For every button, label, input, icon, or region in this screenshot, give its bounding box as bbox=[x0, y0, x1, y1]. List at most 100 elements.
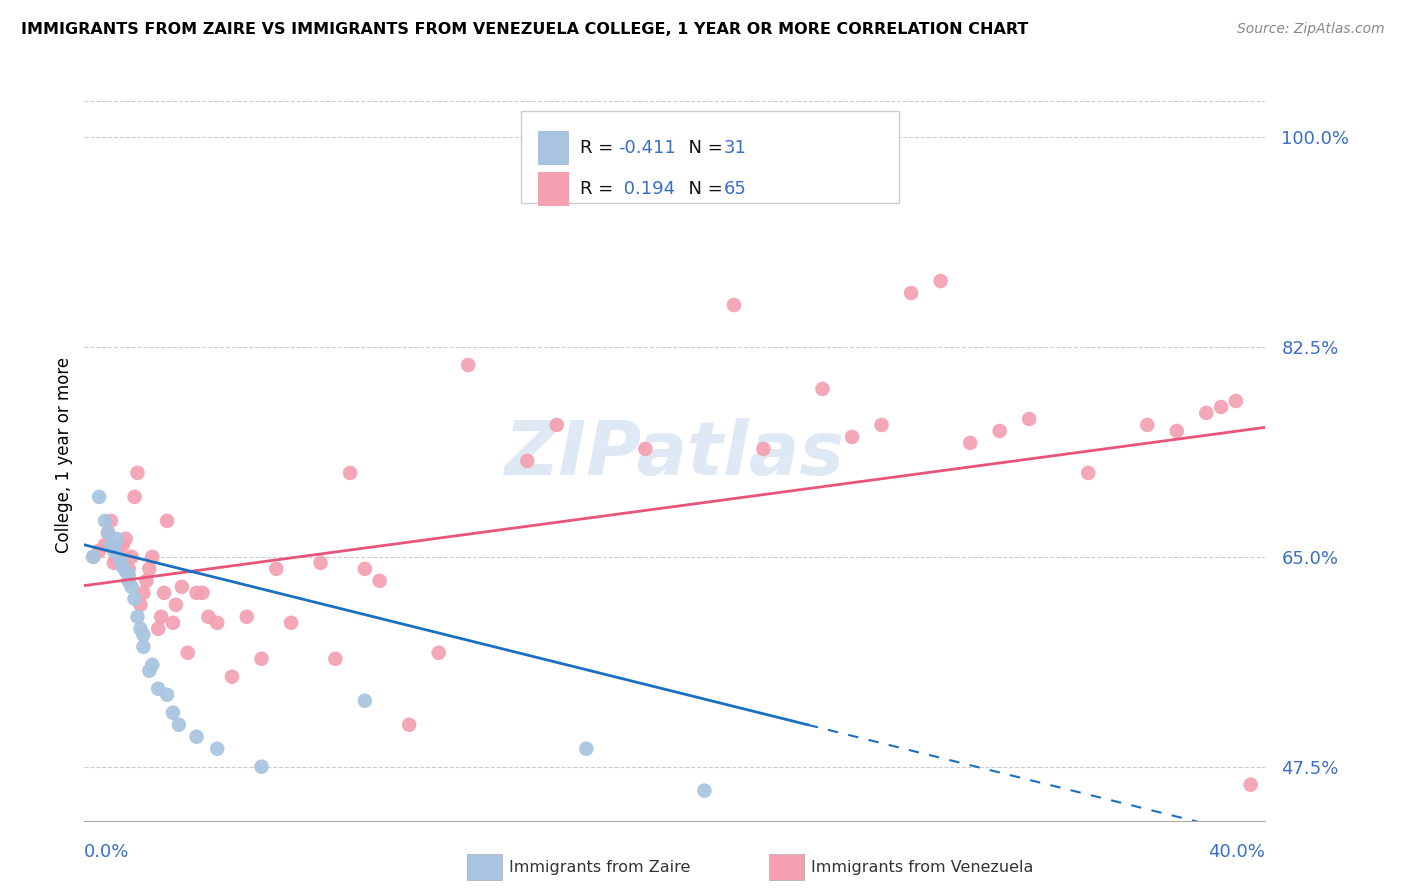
Point bbox=[141, 657, 163, 672]
Point bbox=[129, 598, 152, 612]
Point bbox=[1209, 400, 1232, 414]
Point bbox=[108, 544, 131, 558]
Text: R =: R = bbox=[581, 180, 620, 198]
Point bbox=[870, 417, 893, 432]
Point bbox=[100, 514, 122, 528]
Point bbox=[121, 549, 143, 564]
Point bbox=[250, 652, 273, 666]
Text: 0.194: 0.194 bbox=[619, 180, 675, 198]
Point bbox=[124, 591, 146, 606]
Point bbox=[138, 562, 160, 576]
Point bbox=[354, 562, 377, 576]
Text: 31: 31 bbox=[724, 139, 747, 157]
Text: IMMIGRANTS FROM ZAIRE VS IMMIGRANTS FROM VENEZUELA COLLEGE, 1 YEAR OR MORE CORRE: IMMIGRANTS FROM ZAIRE VS IMMIGRANTS FROM… bbox=[21, 22, 1028, 37]
Point bbox=[141, 549, 163, 564]
Point bbox=[103, 556, 125, 570]
Point bbox=[111, 559, 134, 574]
Point bbox=[368, 574, 391, 588]
Point bbox=[723, 298, 745, 312]
Point bbox=[94, 514, 117, 528]
Point bbox=[457, 358, 479, 372]
Point bbox=[1225, 394, 1247, 409]
Point bbox=[1136, 417, 1159, 432]
Text: Immigrants from Zaire: Immigrants from Zaire bbox=[509, 860, 690, 874]
Text: 0.0%: 0.0% bbox=[84, 843, 129, 861]
Point bbox=[105, 549, 128, 564]
Point bbox=[323, 652, 347, 666]
Point bbox=[162, 706, 184, 720]
Point bbox=[118, 567, 141, 582]
Point bbox=[354, 694, 377, 708]
Point bbox=[752, 442, 775, 456]
Point bbox=[97, 525, 120, 540]
Point bbox=[94, 538, 117, 552]
Point bbox=[191, 586, 214, 600]
Point bbox=[118, 574, 141, 588]
Point bbox=[138, 664, 160, 678]
Point bbox=[148, 681, 170, 696]
Text: R =: R = bbox=[581, 139, 620, 157]
Point bbox=[339, 466, 361, 480]
Point bbox=[693, 783, 716, 797]
Point bbox=[156, 514, 179, 528]
Text: N =: N = bbox=[678, 180, 728, 198]
Point bbox=[280, 615, 302, 630]
Text: N =: N = bbox=[678, 139, 728, 157]
Point bbox=[235, 609, 259, 624]
Point bbox=[264, 562, 288, 576]
Point bbox=[105, 532, 128, 546]
Text: 40.0%: 40.0% bbox=[1209, 843, 1265, 861]
Point bbox=[546, 417, 568, 432]
Point bbox=[1077, 466, 1099, 480]
Point bbox=[165, 598, 187, 612]
Point bbox=[82, 549, 104, 564]
Point bbox=[162, 615, 184, 630]
Point bbox=[103, 544, 125, 558]
Point bbox=[118, 562, 141, 576]
Point bbox=[108, 552, 131, 566]
Point bbox=[114, 564, 136, 578]
Point bbox=[135, 574, 157, 588]
Point bbox=[132, 640, 155, 654]
Point bbox=[398, 717, 420, 731]
Point bbox=[132, 628, 155, 642]
Point bbox=[186, 730, 208, 744]
Point bbox=[841, 430, 863, 444]
Point bbox=[167, 717, 190, 731]
Y-axis label: College, 1 year or more: College, 1 year or more bbox=[55, 357, 73, 553]
Point bbox=[153, 586, 176, 600]
Point bbox=[121, 580, 143, 594]
Text: 65: 65 bbox=[724, 180, 747, 198]
Point bbox=[929, 274, 952, 288]
Point bbox=[1166, 424, 1188, 438]
Point bbox=[111, 538, 134, 552]
Point bbox=[82, 549, 104, 564]
Point bbox=[988, 424, 1011, 438]
Point bbox=[309, 556, 332, 570]
Point bbox=[900, 286, 922, 301]
Point bbox=[1195, 406, 1218, 420]
Point bbox=[959, 436, 981, 450]
Point bbox=[114, 532, 136, 546]
Text: Immigrants from Venezuela: Immigrants from Venezuela bbox=[811, 860, 1033, 874]
Point bbox=[221, 670, 243, 684]
Point bbox=[87, 490, 111, 504]
Point bbox=[100, 538, 122, 552]
Point bbox=[575, 741, 598, 756]
Point bbox=[87, 544, 111, 558]
Point bbox=[250, 760, 273, 774]
Point bbox=[150, 609, 173, 624]
Point bbox=[516, 454, 538, 468]
Point bbox=[186, 586, 208, 600]
Point bbox=[634, 442, 657, 456]
Point bbox=[156, 688, 179, 702]
Point bbox=[132, 586, 155, 600]
Point bbox=[197, 609, 219, 624]
Point bbox=[127, 609, 149, 624]
Text: -0.411: -0.411 bbox=[619, 139, 676, 157]
Point bbox=[811, 382, 834, 396]
Point bbox=[124, 490, 146, 504]
Text: ZIPatlas: ZIPatlas bbox=[505, 418, 845, 491]
Point bbox=[205, 741, 228, 756]
Point bbox=[205, 615, 228, 630]
